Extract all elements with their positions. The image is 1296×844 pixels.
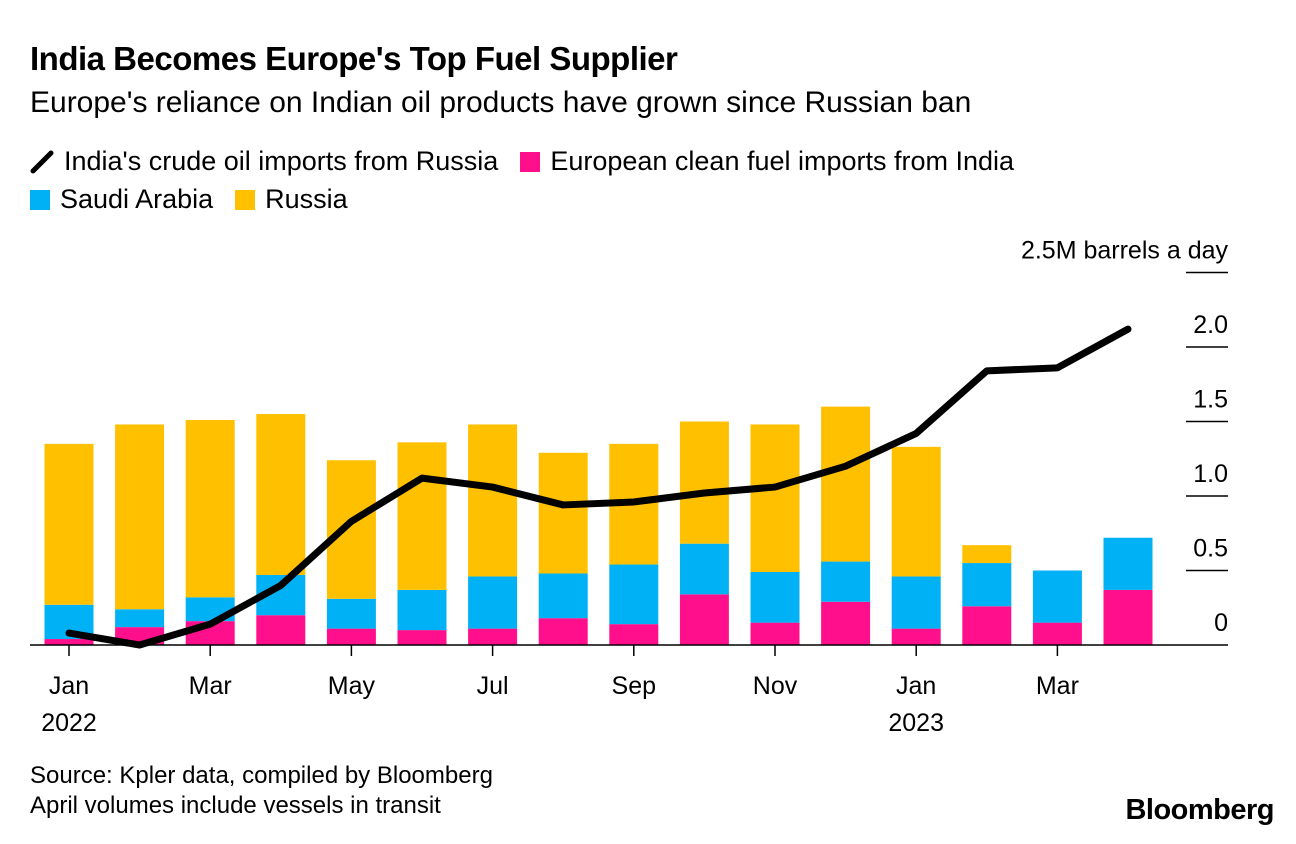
bar-saudi-8 xyxy=(609,564,659,625)
source-note: Source: Kpler data, compiled by Bloomber… xyxy=(30,762,493,789)
bar-india-4 xyxy=(326,628,376,645)
y-tick-label-0.5: 0.5 xyxy=(1193,535,1228,563)
legend-label-line: India's crude oil imports from Russia xyxy=(64,146,499,176)
y-axis-unit-label: 2.5M barrels a day xyxy=(1021,237,1229,265)
bar-russia-6 xyxy=(468,424,518,577)
bar-saudi-7 xyxy=(538,573,588,619)
bar-russia-4 xyxy=(326,460,376,599)
x-tick-year-12: 2023 xyxy=(888,709,944,737)
bar-india-8 xyxy=(609,624,659,645)
legend-item-line: India's crude oil imports from Russia xyxy=(30,146,498,177)
bar-russia-11 xyxy=(821,406,871,562)
chart-title: India Becomes Europe's Top Fuel Supplier xyxy=(30,40,678,77)
x-tick-label-4: May xyxy=(328,672,376,700)
bar-russia-10 xyxy=(750,424,800,572)
bars-group xyxy=(44,406,1153,645)
bar-russia-13 xyxy=(962,545,1012,564)
bar-saudi-4 xyxy=(326,598,376,629)
line-group xyxy=(65,325,1132,649)
bar-saudi-5 xyxy=(397,589,447,631)
bar-india-7 xyxy=(538,618,588,645)
line-legend-icon xyxy=(30,150,54,173)
legend-item-saudi: Saudi Arabia xyxy=(30,184,213,215)
bar-india-5 xyxy=(397,630,447,645)
bar-saudi-15 xyxy=(1103,537,1153,590)
bar-india-14 xyxy=(1032,622,1082,645)
bar-india-11 xyxy=(821,601,871,645)
legend-item-india: European clean fuel imports from India xyxy=(520,146,1014,177)
india-swatch-icon xyxy=(520,151,541,172)
bar-russia-9 xyxy=(679,421,729,544)
bar-saudi-6 xyxy=(468,576,518,629)
x-tick-label-2: Mar xyxy=(189,672,232,700)
bar-russia-7 xyxy=(538,452,588,574)
legend-row-2: Saudi Arabia Russia xyxy=(30,184,370,215)
bar-india-6 xyxy=(468,628,518,645)
bar-russia-12 xyxy=(891,446,941,577)
y-tick-label-0: 0 xyxy=(1214,609,1228,637)
bar-saudi-9 xyxy=(679,543,729,595)
transit-note: April volumes include vessels in transit xyxy=(30,792,441,819)
x-tick-label-6: Jul xyxy=(477,672,509,700)
saudi-swatch-icon xyxy=(30,189,50,210)
bar-india-0 xyxy=(44,639,94,645)
bar-saudi-10 xyxy=(750,571,800,623)
bar-saudi-12 xyxy=(891,576,941,629)
axis-group: 0 0.5 1.0 1.5 2.0 2.5M barrels a day Jan 2022 Ma… xyxy=(30,237,1229,737)
bloomberg-logo: Bloomberg xyxy=(1125,794,1274,826)
bar-india-12 xyxy=(891,628,941,645)
x-tick-label-12: Jan xyxy=(896,672,936,700)
legend-label-saudi: Saudi Arabia xyxy=(60,184,214,214)
bar-russia-5 xyxy=(397,442,447,590)
legend-item-russia: Russia xyxy=(235,184,348,215)
bar-saudi-14 xyxy=(1032,570,1082,623)
x-tick-label-8: Sep xyxy=(612,672,656,700)
legend-label-india: European clean fuel imports from India xyxy=(550,146,1015,176)
bar-saudi-13 xyxy=(962,563,1012,607)
bar-india-3 xyxy=(256,615,306,645)
y-tick-label-2.0: 2.0 xyxy=(1193,311,1228,339)
bar-india-15 xyxy=(1103,589,1153,645)
chart-subtitle: Europe's reliance on Indian oil products… xyxy=(30,86,972,119)
x-tick-label-14: Mar xyxy=(1036,672,1079,700)
x-tick-label-10: Nov xyxy=(753,672,798,700)
bar-russia-1 xyxy=(115,424,165,610)
line-india-crude-imports xyxy=(65,325,1132,649)
bar-russia-2 xyxy=(185,420,235,598)
y-tick-label-1.5: 1.5 xyxy=(1193,386,1228,414)
legend-label-russia: Russia xyxy=(265,184,348,214)
legend-row-1: India's crude oil imports from Russia Eu… xyxy=(30,146,1036,177)
bar-russia-0 xyxy=(44,443,94,605)
russia-swatch-icon xyxy=(235,189,256,210)
bar-saudi-11 xyxy=(821,561,871,602)
x-tick-label-0: Jan xyxy=(49,672,89,700)
bar-russia-3 xyxy=(256,414,306,575)
y-tick-label-1.0: 1.0 xyxy=(1193,460,1228,488)
bar-saudi-1 xyxy=(115,609,165,628)
x-tick-year-0: 2022 xyxy=(41,709,97,737)
bar-india-9 xyxy=(679,594,729,645)
bar-india-10 xyxy=(750,622,800,645)
bar-india-13 xyxy=(962,606,1012,645)
